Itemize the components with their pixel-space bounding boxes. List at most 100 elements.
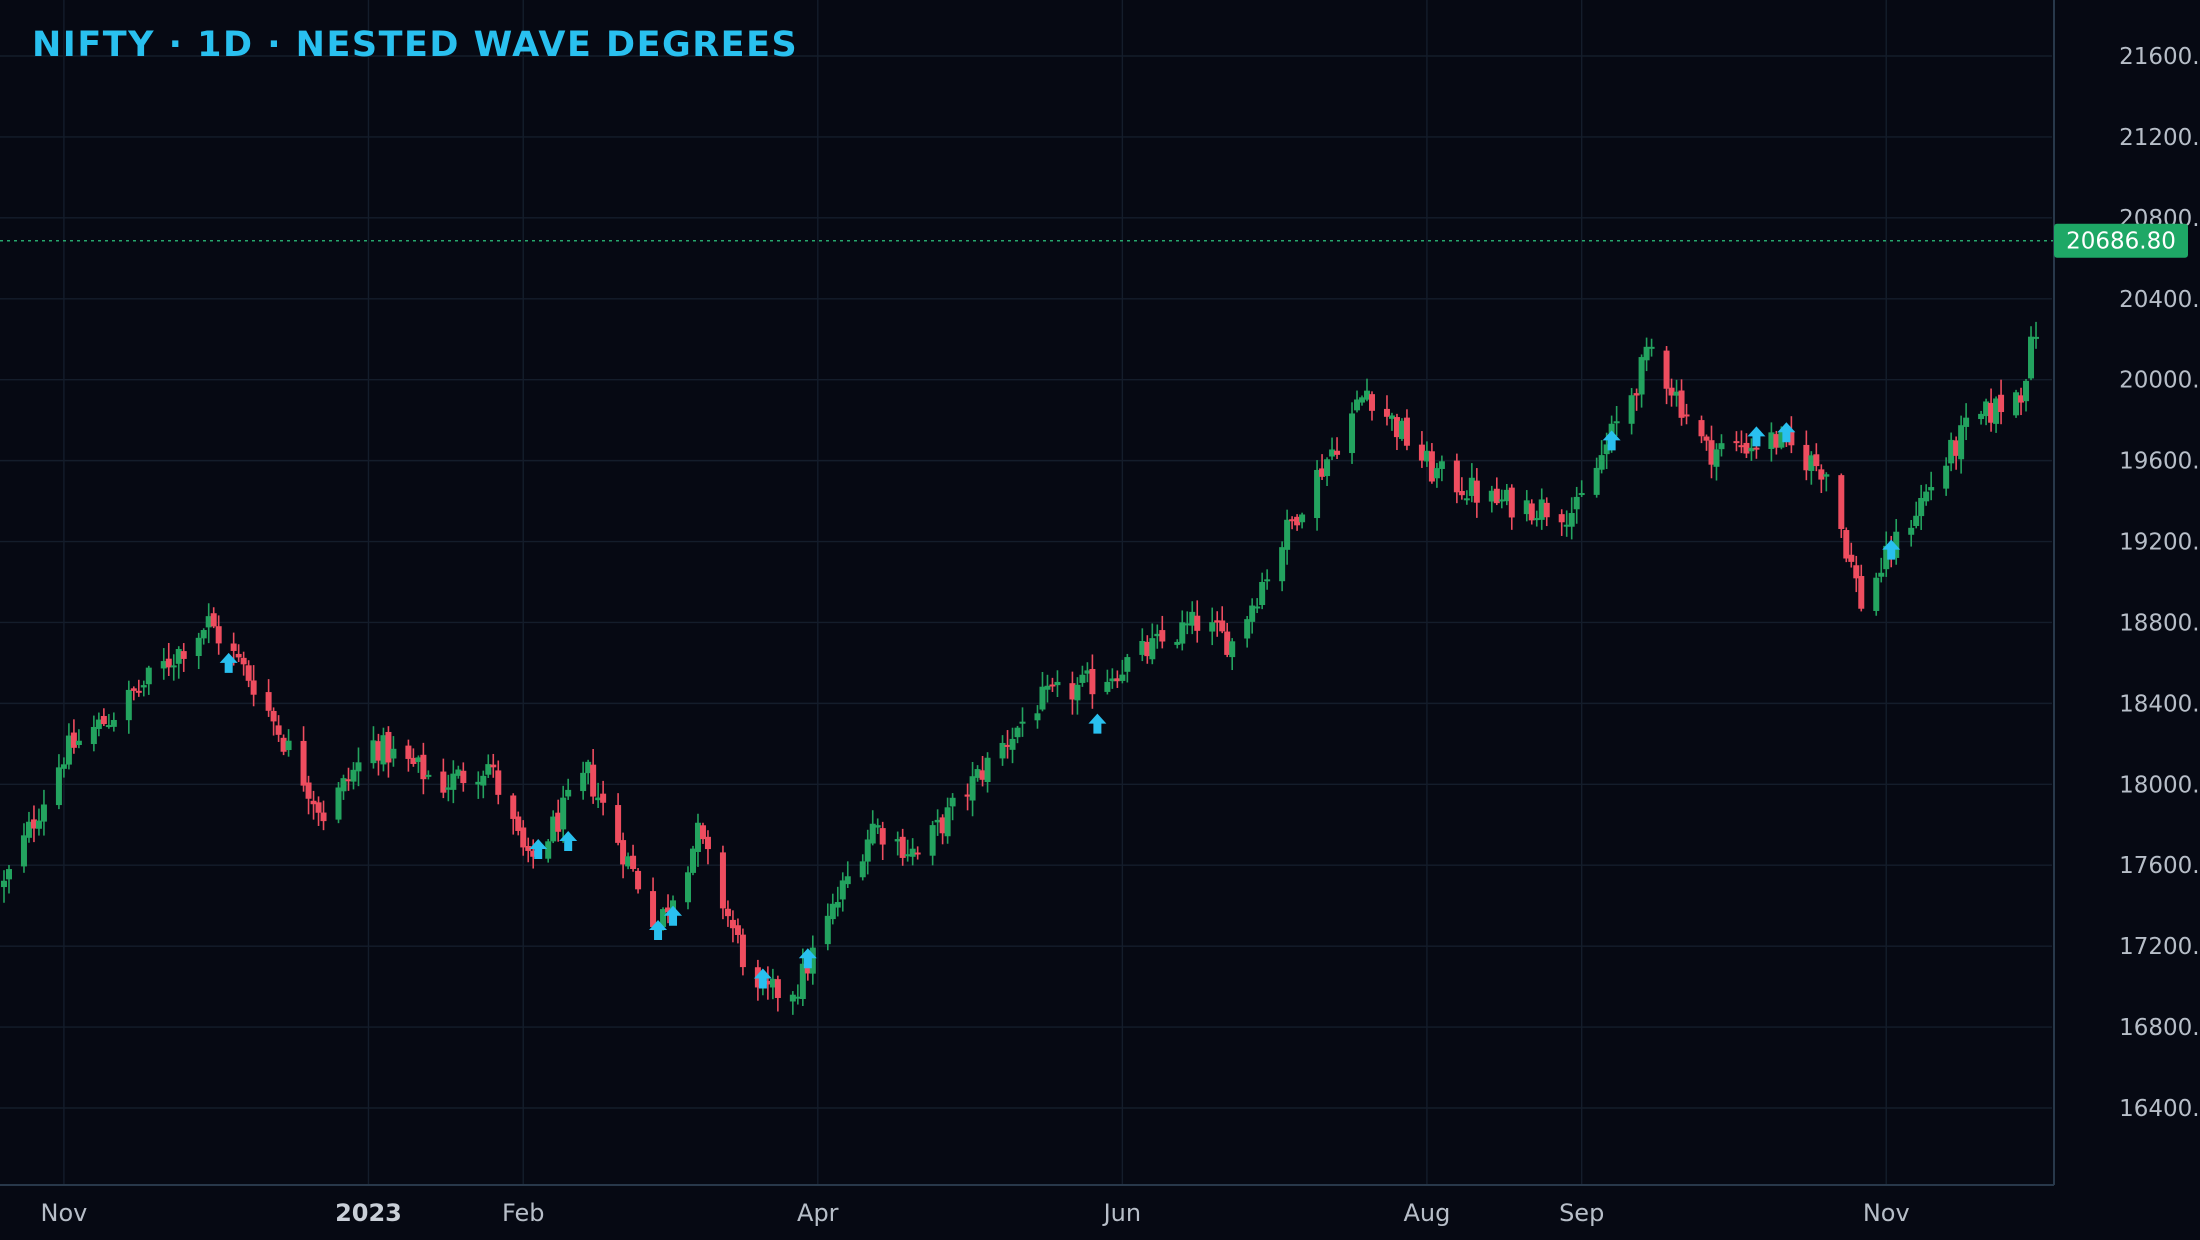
candle-body bbox=[1838, 475, 1845, 529]
candle bbox=[665, 894, 672, 924]
candle bbox=[585, 759, 592, 785]
up-arrow-icon[interactable] bbox=[1747, 426, 1766, 447]
candle-body bbox=[480, 775, 487, 786]
candle bbox=[140, 680, 147, 697]
up-arrow-icon[interactable] bbox=[1882, 539, 1901, 560]
candle-body bbox=[1174, 641, 1181, 645]
candle-body bbox=[335, 787, 342, 820]
up-arrow-icon[interactable] bbox=[753, 968, 772, 989]
candle bbox=[1054, 670, 1061, 698]
candle-body bbox=[55, 767, 62, 806]
candle-body bbox=[1, 880, 7, 888]
candle bbox=[385, 726, 392, 778]
candle-body bbox=[1593, 467, 1600, 495]
candle bbox=[1803, 430, 1810, 481]
candle-body bbox=[1254, 606, 1261, 609]
candle bbox=[20, 823, 27, 873]
candle bbox=[600, 780, 607, 816]
price-axis[interactable]: 21600.0021200.0020800.0020400.0020000.00… bbox=[2119, 44, 2200, 1122]
candle bbox=[1928, 471, 1935, 501]
candle-body bbox=[90, 726, 97, 745]
up-arrow-icon[interactable] bbox=[1088, 713, 1107, 734]
candle-body bbox=[1943, 465, 1950, 489]
candle-body bbox=[630, 855, 637, 869]
candle bbox=[1743, 433, 1750, 459]
candle bbox=[694, 813, 701, 867]
up-arrow-icon[interactable] bbox=[529, 839, 548, 860]
candle bbox=[145, 665, 152, 695]
candle-body bbox=[275, 725, 282, 735]
candle-body bbox=[660, 909, 667, 928]
candle-body bbox=[455, 769, 462, 776]
time-axis[interactable]: Nov 2023 Feb Apr Jun Aug Sep Nov bbox=[40, 1199, 1909, 1227]
candle bbox=[1159, 615, 1166, 649]
candle-body bbox=[1563, 524, 1570, 527]
candle-body bbox=[1219, 620, 1226, 632]
candle bbox=[75, 729, 82, 749]
candle bbox=[1319, 454, 1326, 481]
candle bbox=[1813, 443, 1820, 472]
candle bbox=[515, 811, 522, 836]
candle-body bbox=[944, 807, 951, 837]
candle-body bbox=[560, 797, 567, 830]
candle-body bbox=[240, 657, 247, 665]
candle-body bbox=[1264, 579, 1271, 582]
up-arrow-icon[interactable] bbox=[219, 652, 238, 673]
up-arrow-icon[interactable] bbox=[798, 948, 817, 969]
candle bbox=[1943, 457, 1950, 496]
candle-body bbox=[1743, 442, 1750, 454]
candle-body bbox=[769, 978, 776, 988]
up-arrow-icon[interactable] bbox=[664, 905, 683, 926]
up-arrow-icon[interactable] bbox=[1602, 430, 1621, 451]
candle bbox=[240, 651, 247, 676]
time-tick-label: Nov bbox=[1863, 1199, 1910, 1227]
candle-body bbox=[1418, 444, 1425, 461]
candle bbox=[355, 747, 362, 787]
candle-body bbox=[70, 732, 77, 748]
candle bbox=[1359, 395, 1366, 406]
candle-body bbox=[839, 880, 846, 900]
candle bbox=[899, 828, 906, 866]
up-arrow-icon[interactable] bbox=[1777, 422, 1796, 443]
candle bbox=[635, 867, 642, 894]
candle-body bbox=[195, 637, 202, 657]
candle-body bbox=[874, 825, 881, 828]
candle bbox=[1573, 486, 1580, 524]
candle bbox=[984, 752, 991, 793]
candle bbox=[270, 707, 277, 736]
candle-body bbox=[420, 754, 427, 780]
up-arrow-icon[interactable] bbox=[559, 830, 578, 851]
candle-body bbox=[1294, 516, 1301, 526]
candle bbox=[1918, 484, 1925, 530]
candle-body bbox=[1748, 447, 1755, 452]
candle bbox=[1468, 463, 1475, 503]
candle bbox=[1289, 516, 1296, 530]
candle bbox=[265, 679, 272, 717]
up-arrow-icon[interactable] bbox=[649, 919, 668, 940]
candle bbox=[590, 748, 597, 804]
candle bbox=[869, 810, 876, 846]
candle bbox=[1299, 512, 1306, 529]
candle bbox=[1678, 379, 1685, 426]
candle-body bbox=[210, 613, 217, 627]
candle bbox=[764, 966, 771, 1000]
candle bbox=[2028, 326, 2035, 381]
candle-body bbox=[1284, 519, 1291, 550]
candle bbox=[1219, 606, 1226, 634]
candle-body bbox=[305, 782, 312, 799]
candle bbox=[1873, 572, 1880, 616]
candle-body bbox=[425, 774, 432, 777]
candle bbox=[734, 918, 741, 944]
candle-body bbox=[1159, 630, 1166, 642]
candle bbox=[445, 774, 452, 802]
candle-body bbox=[5, 869, 12, 880]
candle-body bbox=[1009, 738, 1016, 750]
candle-body bbox=[160, 661, 167, 669]
candle-body bbox=[1528, 503, 1535, 521]
candle bbox=[90, 715, 97, 752]
candle-body bbox=[1853, 565, 1860, 579]
candle-body bbox=[450, 773, 457, 790]
candle bbox=[250, 665, 257, 707]
candle-body bbox=[375, 741, 382, 761]
